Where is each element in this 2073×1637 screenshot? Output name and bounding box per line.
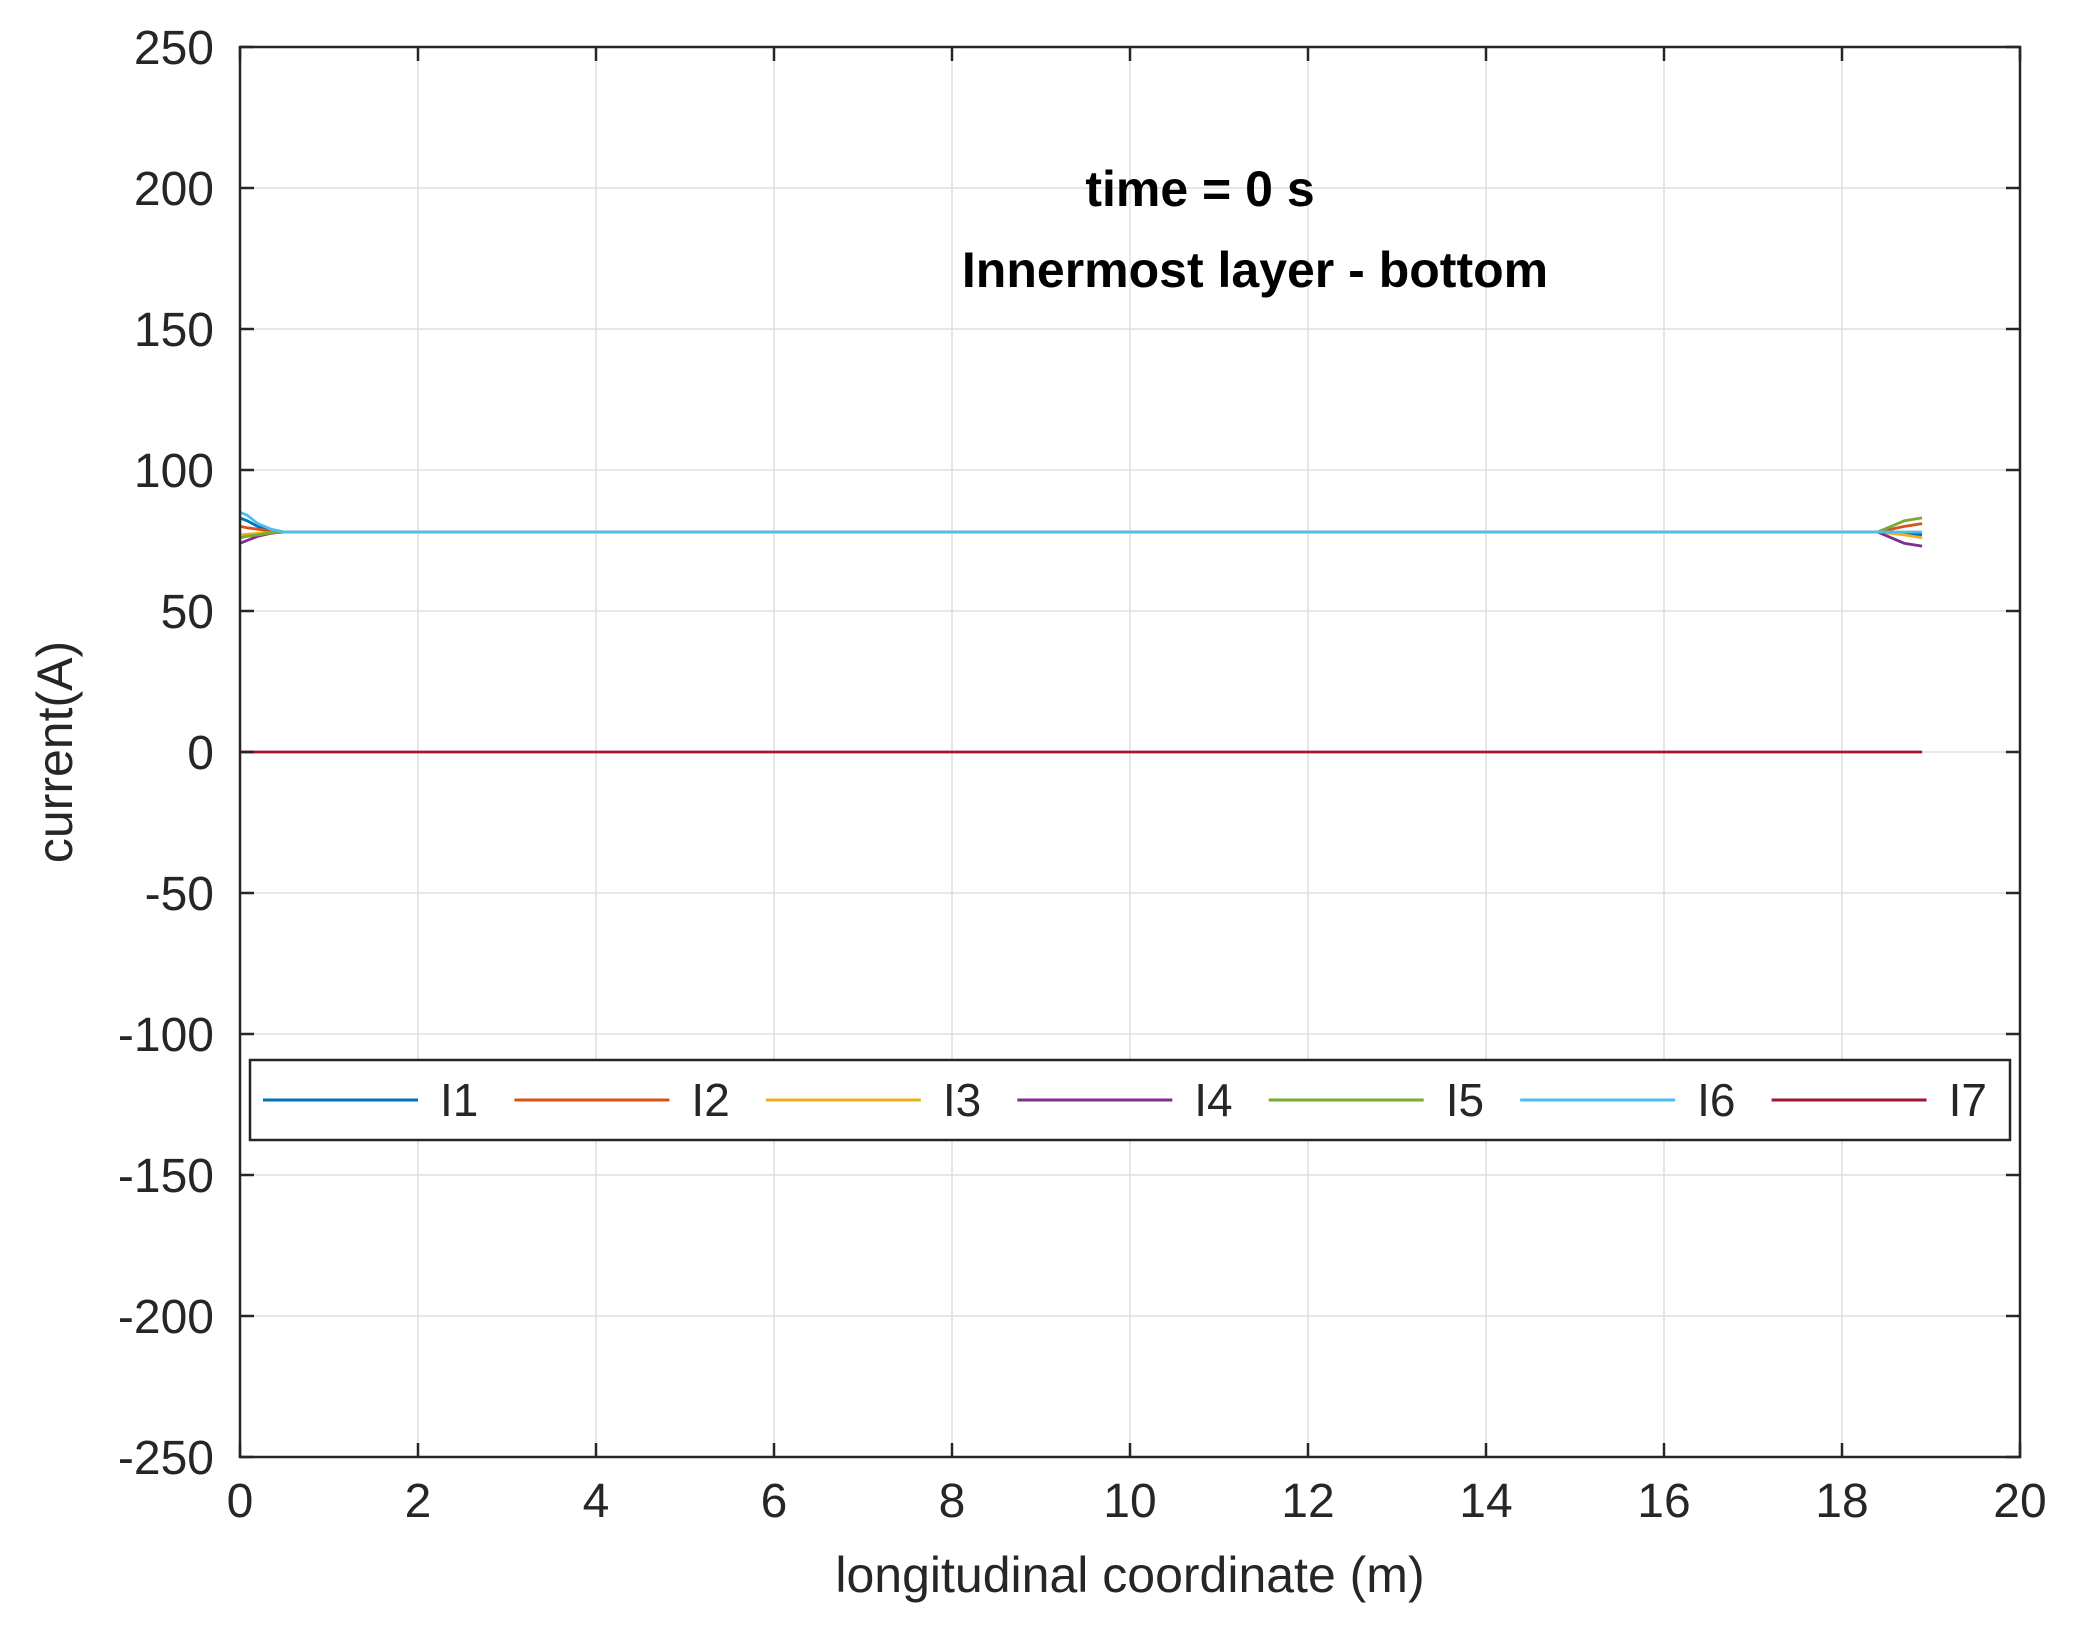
y-tick-label: 50: [161, 586, 214, 639]
legend-label-i1: I1: [440, 1074, 478, 1126]
y-tick-label: -250: [118, 1432, 214, 1485]
x-tick-label: 18: [1815, 1475, 1868, 1528]
annotation-layer-name: Innermost layer - bottom: [962, 242, 1548, 298]
legend-label-i3: I3: [943, 1074, 981, 1126]
annotation: time = 0 s Innermost layer - bottom: [962, 161, 1548, 298]
y-tick-label: 200: [134, 163, 214, 216]
x-tick-label: 14: [1459, 1475, 1512, 1528]
legend-label-i6: I6: [1697, 1074, 1735, 1126]
y-tick-label: 150: [134, 304, 214, 357]
y-tick-label: 100: [134, 445, 214, 498]
legend-label-i5: I5: [1446, 1074, 1484, 1126]
legend-label-i7: I7: [1949, 1074, 1987, 1126]
x-tick-label: 20: [1993, 1475, 2046, 1528]
legend-label-i4: I4: [1194, 1074, 1232, 1126]
series-layer: [239, 510, 1923, 754]
y-tick-label: -50: [145, 868, 214, 921]
x-tick-label: 4: [583, 1475, 610, 1528]
x-tick-label: 16: [1637, 1475, 1690, 1528]
y-tick-label: -150: [118, 1150, 214, 1203]
y-tick-label: -200: [118, 1291, 214, 1344]
x-tick-label: 2: [405, 1475, 432, 1528]
series-line-i6: [239, 510, 1923, 534]
y-tick-label: 0: [187, 727, 214, 780]
y-tick-label: -100: [118, 1009, 214, 1062]
legend-label-i2: I2: [691, 1074, 729, 1126]
x-tick-label: 0: [227, 1475, 254, 1528]
x-axis-label: longitudinal coordinate (m): [835, 1547, 1424, 1603]
x-tick-label: 6: [761, 1475, 788, 1528]
x-tick-label: 12: [1281, 1475, 1334, 1528]
annotation-time: time = 0 s: [1085, 161, 1314, 217]
y-axis-label: current(A): [27, 641, 83, 863]
ticks: 0 2 4 6 8 10 12 14 16 18 20 -250 -200 -150 -100 -50 0 50 1…: [118, 22, 2047, 1528]
x-tick-label: 10: [1103, 1475, 1156, 1528]
x-tick-label: 8: [939, 1475, 966, 1528]
legend: I1 I2 I3 I4 I5 I6 I7: [248, 1058, 2012, 1142]
y-tick-label: 250: [134, 22, 214, 75]
